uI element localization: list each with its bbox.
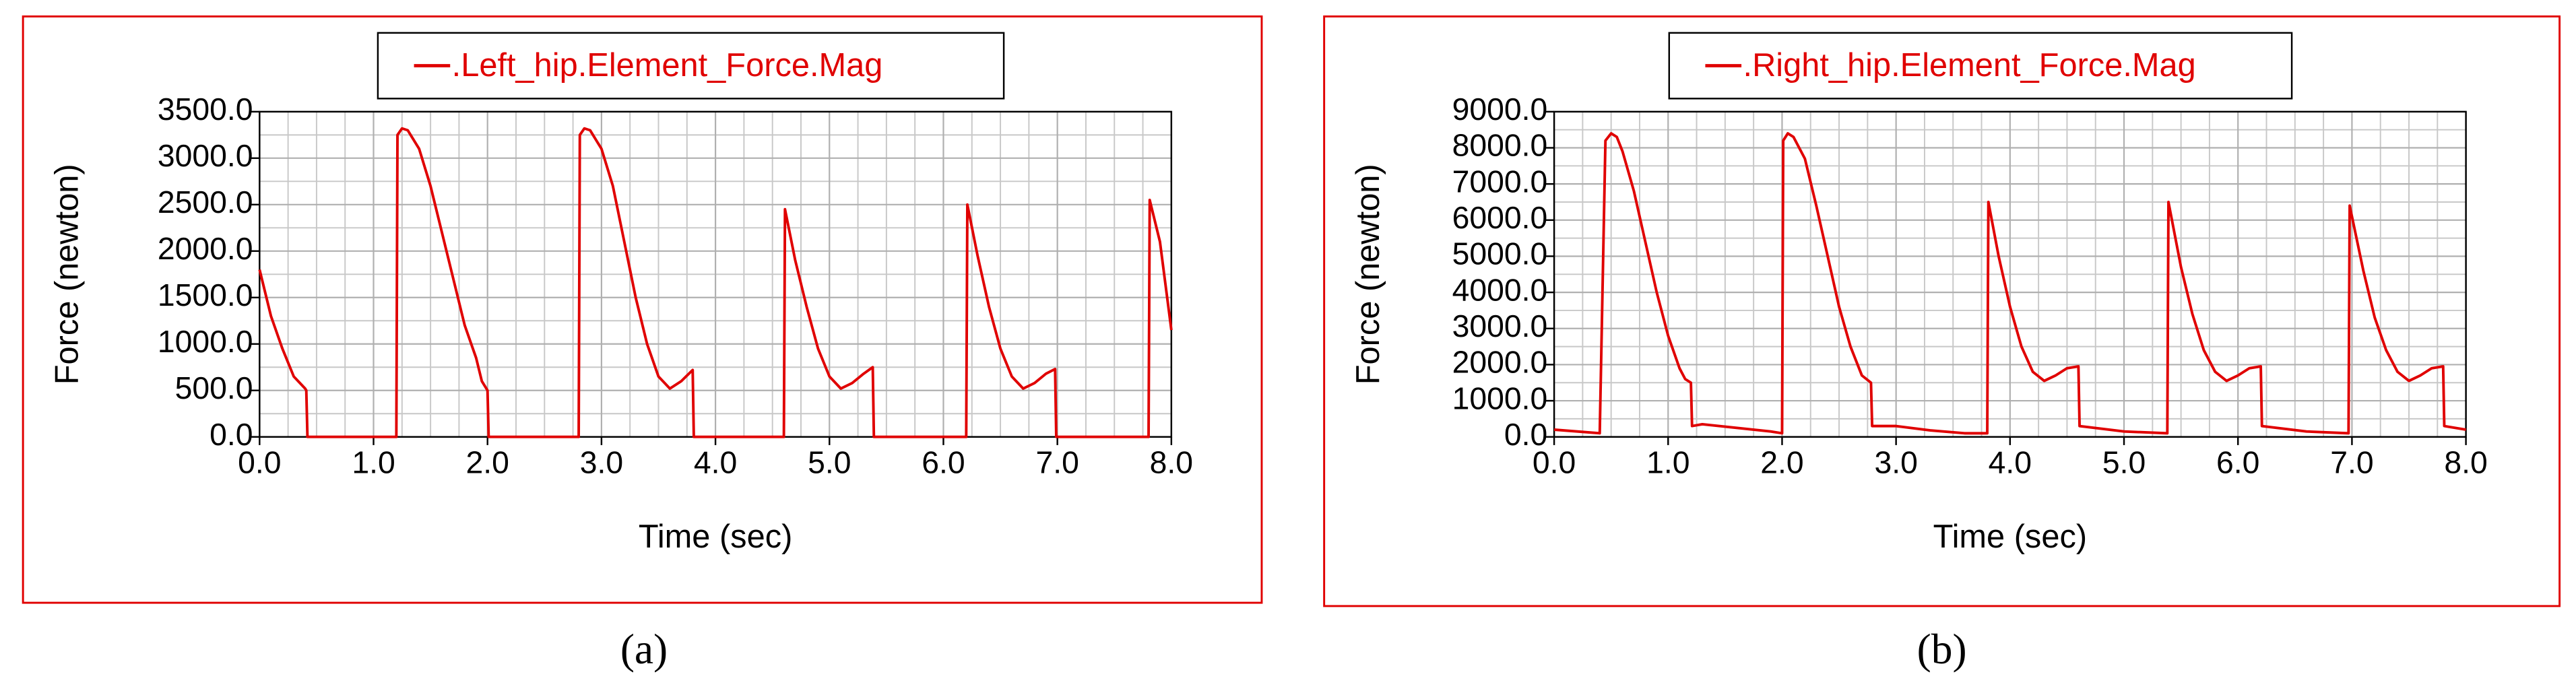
legend-label: .Right_hip.Element_Force.Mag bbox=[1743, 47, 2196, 84]
caption: (b) bbox=[1917, 626, 1967, 673]
legend-box bbox=[1668, 32, 2293, 100]
chart-frame bbox=[22, 15, 1263, 604]
x-tick-label: 6.0 bbox=[2216, 444, 2259, 479]
chart-frame bbox=[1323, 15, 2561, 607]
y-tick-label: 6000.0 bbox=[1452, 200, 1548, 235]
y-tick-label: 9000.0 bbox=[1452, 92, 1548, 127]
y-tick-label: 0.0 bbox=[210, 417, 253, 452]
x-tick-label: 4.0 bbox=[694, 444, 737, 479]
x-tick-label: 8.0 bbox=[1150, 444, 1193, 479]
x-tick-label: 2.0 bbox=[1760, 444, 1803, 479]
x-tick-label: 8.0 bbox=[2444, 444, 2487, 479]
y-tick-label: 3000.0 bbox=[158, 138, 253, 173]
x-tick-label: 6.0 bbox=[922, 444, 965, 479]
caption: (a) bbox=[620, 626, 668, 673]
x-tick-label: 5.0 bbox=[2102, 444, 2146, 479]
y-tick-label: 4000.0 bbox=[1452, 272, 1548, 307]
x-tick-label: 2.0 bbox=[466, 444, 509, 479]
x-axis-label: Time (sec) bbox=[1933, 519, 2087, 555]
y-tick-label: 1500.0 bbox=[158, 277, 253, 312]
x-axis-label: Time (sec) bbox=[639, 519, 792, 555]
x-tick-label: 1.0 bbox=[1646, 444, 1689, 479]
y-tick-label: 3500.0 bbox=[158, 92, 253, 127]
x-tick-label: 7.0 bbox=[1035, 444, 1078, 479]
data-line bbox=[1553, 132, 2466, 435]
y-axis-label: Force (newton) bbox=[1350, 164, 1386, 385]
x-tick-label: 7.0 bbox=[2330, 444, 2373, 479]
x-tick-label: 0.0 bbox=[238, 444, 281, 479]
x-tick-label: 5.0 bbox=[808, 444, 851, 479]
plot-area bbox=[1553, 110, 2467, 438]
x-tick-label: 0.0 bbox=[1533, 444, 1576, 479]
y-tick-label: 0.0 bbox=[1504, 417, 1547, 452]
y-tick-label: 500.0 bbox=[175, 370, 253, 405]
x-tick-label: 3.0 bbox=[580, 444, 623, 479]
data-line bbox=[258, 127, 1173, 438]
x-tick-label: 1.0 bbox=[352, 444, 395, 479]
y-tick-label: 3000.0 bbox=[1452, 308, 1548, 343]
x-tick-label: 4.0 bbox=[1989, 444, 2032, 479]
y-tick-label: 2000.0 bbox=[158, 231, 253, 266]
y-axis-label: Force (newton) bbox=[49, 164, 85, 385]
y-tick-label: 2000.0 bbox=[1452, 345, 1548, 380]
legend-box bbox=[377, 32, 1005, 100]
y-tick-label: 1000.0 bbox=[158, 324, 253, 359]
y-tick-label: 1000.0 bbox=[1452, 380, 1548, 416]
y-tick-label: 5000.0 bbox=[1452, 236, 1548, 271]
x-tick-label: 3.0 bbox=[1874, 444, 1917, 479]
y-tick-label: 8000.0 bbox=[1452, 128, 1548, 163]
y-tick-label: 2500.0 bbox=[158, 185, 253, 220]
legend-label: .Left_hip.Element_Force.Mag bbox=[452, 47, 883, 84]
y-tick-label: 7000.0 bbox=[1452, 164, 1548, 199]
